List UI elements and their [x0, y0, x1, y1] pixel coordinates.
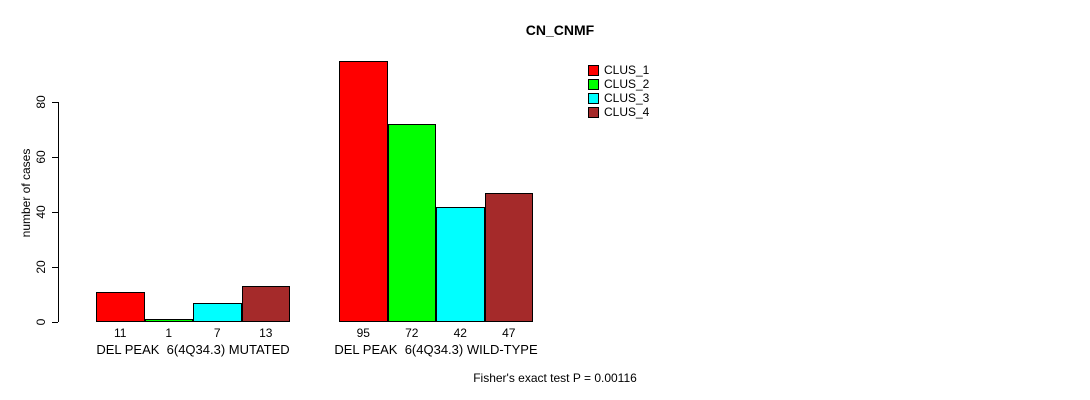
legend: CLUS_1 CLUS_2 CLUS_3 CLUS_4 — [588, 63, 649, 119]
bar-clus_2-group1 — [144, 319, 193, 322]
legend-swatch-icon — [588, 64, 599, 76]
bar-clus_1-group1 — [96, 291, 145, 322]
y-axis-tick-label: 80 — [34, 95, 48, 109]
y-axis-tick-label: 20 — [34, 260, 48, 274]
bar-value-label: 47 — [502, 326, 516, 340]
legend-item-clus_2: CLUS_2 — [588, 77, 649, 91]
legend-label: CLUS_2 — [604, 77, 650, 91]
bar-clus_1-group2 — [339, 60, 388, 322]
y-axis-tick — [52, 267, 58, 268]
y-axis-tick-label: 40 — [34, 205, 48, 219]
y-axis-tick-label: 0 — [34, 318, 48, 326]
chart-title: CN_CNMF — [525, 22, 595, 38]
legend-swatch-icon — [588, 78, 599, 90]
bar-value-label: 95 — [356, 326, 370, 340]
bar-value-label: 1 — [165, 326, 173, 340]
legend-label: CLUS_3 — [604, 91, 650, 105]
legend-item-clus_3: CLUS_3 — [588, 91, 649, 105]
bar-value-label: 11 — [114, 326, 127, 340]
fisher-test-annotation: Fisher's exact test P = 0.00116 — [473, 371, 637, 385]
legend-label: CLUS_4 — [604, 105, 650, 119]
bar-clus_3-group1 — [193, 302, 242, 322]
legend-item-clus_4: CLUS_4 — [588, 105, 649, 119]
bar-clus_4-group1 — [241, 286, 290, 322]
y-axis-tick — [52, 157, 58, 158]
bar-value-label: 72 — [405, 326, 419, 340]
bar-value-label: 7 — [213, 326, 221, 340]
bar-value-label: 13 — [259, 326, 273, 340]
y-axis-tick — [52, 212, 58, 213]
bar-clus_2-group2 — [387, 124, 436, 322]
y-axis-tick — [52, 102, 58, 103]
legend-label: CLUS_1 — [604, 63, 650, 77]
y-axis-tick-label: 60 — [34, 150, 48, 164]
legend-swatch-icon — [588, 106, 599, 118]
bar-clus_3-group2 — [436, 206, 485, 322]
y-axis-tick — [52, 322, 58, 323]
legend-item-clus_1: CLUS_1 — [588, 63, 649, 77]
bar-clus_4-group2 — [484, 192, 533, 322]
legend-swatch-icon — [588, 92, 599, 104]
category-label: DEL PEAK 6(4Q34.3) MUTATED — [96, 342, 290, 357]
category-label: DEL PEAK 6(4Q34.3) WILD-TYPE — [334, 342, 538, 357]
y-axis-line — [58, 102, 59, 322]
bar-value-label: 42 — [453, 326, 467, 340]
